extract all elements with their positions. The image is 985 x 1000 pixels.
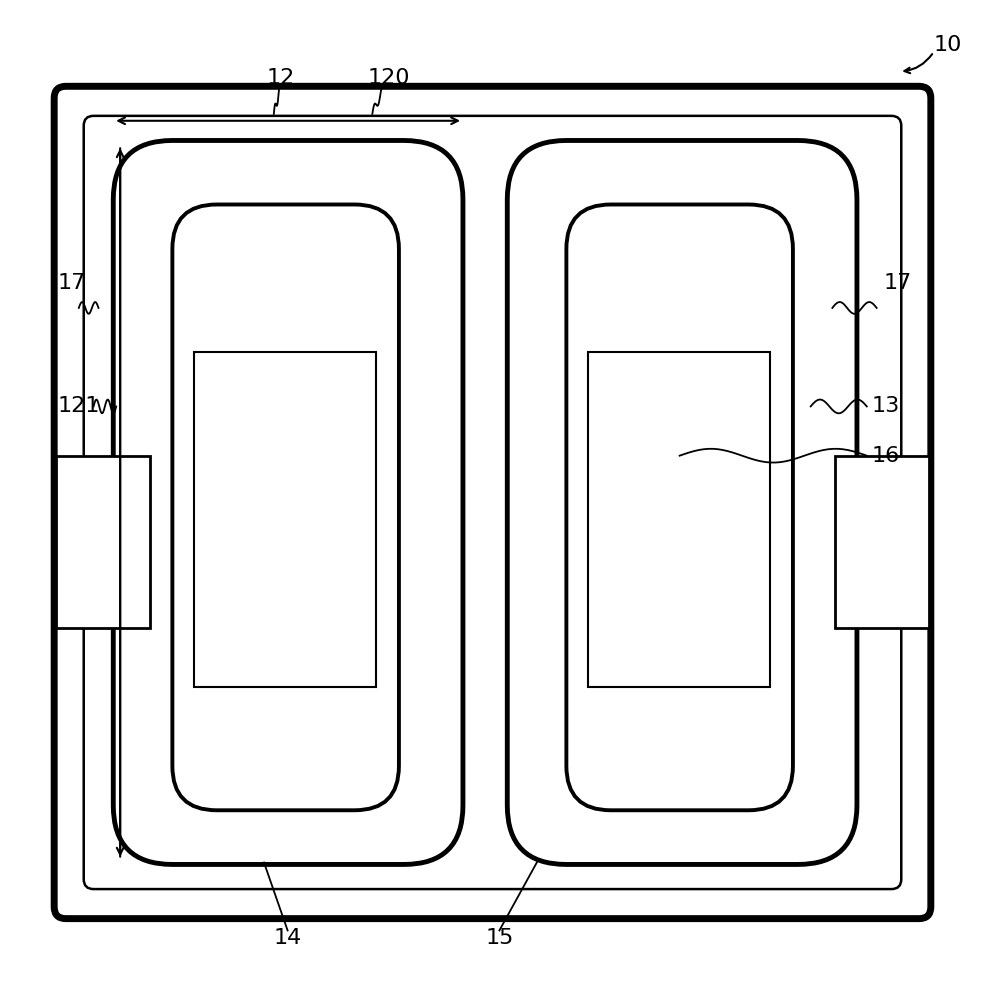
FancyBboxPatch shape [113, 140, 463, 864]
Bar [835, 456, 929, 628]
Text: 13: 13 [872, 396, 900, 416]
Text: 14: 14 [274, 928, 301, 948]
FancyBboxPatch shape [172, 205, 399, 810]
Bar [56, 456, 150, 628]
Text: 12: 12 [267, 68, 295, 88]
Bar [194, 352, 376, 687]
Text: 121: 121 [57, 396, 99, 416]
FancyBboxPatch shape [54, 86, 931, 919]
Text: 15: 15 [486, 928, 513, 948]
Text: 10: 10 [934, 35, 961, 55]
FancyBboxPatch shape [84, 116, 901, 889]
Text: 17: 17 [57, 273, 86, 293]
Text: 16: 16 [872, 446, 900, 466]
FancyBboxPatch shape [507, 140, 857, 864]
Bar [588, 352, 770, 687]
FancyBboxPatch shape [566, 205, 793, 810]
Text: 17: 17 [884, 273, 912, 293]
Text: 120: 120 [367, 68, 411, 88]
